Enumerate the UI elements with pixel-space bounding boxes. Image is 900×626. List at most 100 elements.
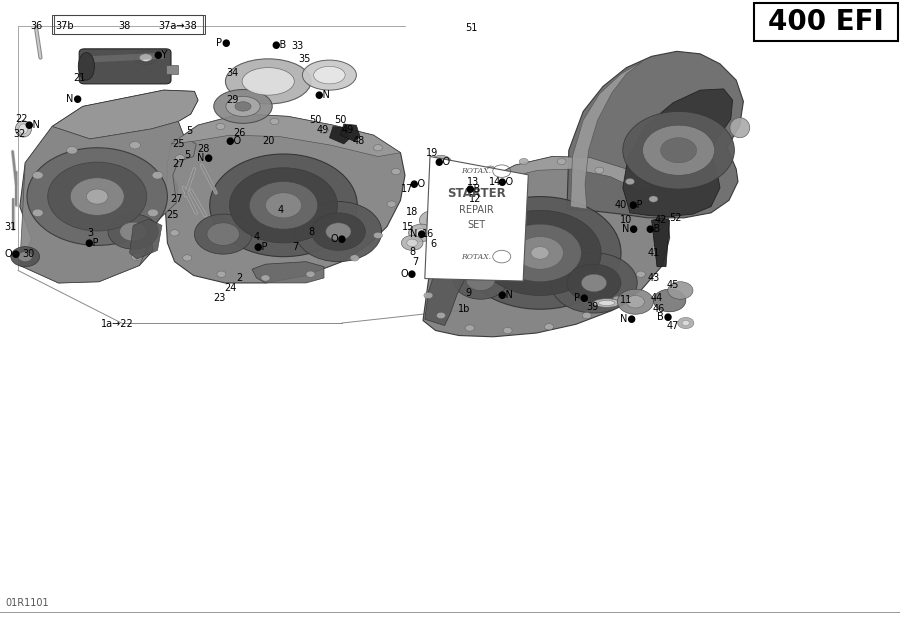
- Text: 36: 36: [30, 21, 42, 31]
- Circle shape: [18, 252, 32, 262]
- Text: ●B: ●B: [272, 40, 286, 50]
- Circle shape: [266, 193, 302, 218]
- Text: 31: 31: [4, 222, 17, 232]
- Text: 30: 30: [22, 249, 35, 259]
- Circle shape: [152, 172, 163, 179]
- Text: REPAIR: REPAIR: [459, 205, 494, 215]
- Polygon shape: [425, 156, 528, 281]
- Circle shape: [67, 146, 77, 154]
- Polygon shape: [571, 61, 643, 209]
- Circle shape: [643, 125, 715, 175]
- Text: ●O: ●O: [226, 136, 242, 146]
- Bar: [54, 15, 202, 34]
- Ellipse shape: [15, 121, 32, 137]
- Text: 4: 4: [278, 205, 284, 215]
- Ellipse shape: [140, 54, 152, 61]
- Text: 25: 25: [172, 139, 184, 149]
- Text: 44: 44: [651, 293, 663, 303]
- Bar: [52, 15, 205, 34]
- Text: N●: N●: [622, 224, 638, 234]
- Text: ●P: ●P: [628, 200, 643, 210]
- Text: 52: 52: [669, 213, 681, 223]
- Text: ●N: ●N: [498, 290, 514, 300]
- Circle shape: [176, 155, 184, 161]
- Text: ●O: ●O: [498, 177, 514, 187]
- Circle shape: [430, 155, 452, 170]
- Text: 32: 32: [14, 129, 26, 139]
- Circle shape: [623, 111, 734, 189]
- Circle shape: [207, 223, 239, 245]
- Circle shape: [387, 201, 396, 207]
- Text: 7: 7: [292, 242, 298, 252]
- Text: 14: 14: [489, 177, 501, 187]
- Circle shape: [678, 317, 694, 329]
- Circle shape: [626, 295, 644, 308]
- Text: 38: 38: [118, 21, 130, 31]
- Circle shape: [170, 230, 179, 236]
- Circle shape: [217, 271, 226, 277]
- Text: 35: 35: [298, 54, 310, 64]
- Text: 13: 13: [467, 177, 480, 187]
- Circle shape: [465, 325, 474, 331]
- Circle shape: [557, 158, 566, 165]
- Ellipse shape: [226, 96, 260, 116]
- Circle shape: [326, 223, 351, 240]
- Text: N●: N●: [197, 153, 213, 163]
- Text: P●: P●: [574, 293, 589, 303]
- Text: 23: 23: [213, 293, 226, 303]
- Ellipse shape: [730, 118, 750, 138]
- Circle shape: [270, 118, 279, 125]
- Circle shape: [436, 312, 446, 319]
- Polygon shape: [623, 89, 733, 217]
- Circle shape: [424, 292, 433, 299]
- Circle shape: [311, 213, 365, 250]
- Circle shape: [11, 247, 40, 267]
- Text: 50: 50: [309, 115, 321, 125]
- Circle shape: [419, 210, 448, 230]
- FancyBboxPatch shape: [79, 49, 171, 84]
- Polygon shape: [86, 53, 164, 63]
- Circle shape: [438, 223, 447, 230]
- Circle shape: [486, 166, 495, 172]
- Circle shape: [374, 145, 382, 151]
- Text: P●: P●: [216, 38, 230, 48]
- Ellipse shape: [593, 299, 620, 307]
- Circle shape: [86, 189, 108, 204]
- Text: 9: 9: [465, 288, 471, 298]
- Circle shape: [32, 209, 43, 217]
- Text: ROTAX.: ROTAX.: [462, 253, 491, 260]
- Polygon shape: [20, 90, 198, 283]
- Text: 37a→38: 37a→38: [158, 21, 197, 31]
- Text: 45: 45: [667, 280, 680, 290]
- Text: 34: 34: [226, 68, 239, 78]
- Polygon shape: [340, 124, 360, 141]
- Circle shape: [636, 271, 645, 277]
- Text: 16: 16: [422, 229, 435, 239]
- Text: 1a→22: 1a→22: [101, 319, 133, 329]
- Circle shape: [519, 158, 528, 165]
- Text: ●B: ●B: [466, 184, 481, 194]
- Circle shape: [183, 255, 192, 261]
- Circle shape: [108, 214, 158, 249]
- Polygon shape: [477, 156, 653, 190]
- Ellipse shape: [313, 66, 345, 84]
- Polygon shape: [425, 219, 488, 326]
- Circle shape: [544, 324, 554, 330]
- Text: 4: 4: [254, 232, 259, 242]
- Circle shape: [661, 138, 697, 163]
- Circle shape: [499, 224, 581, 282]
- Circle shape: [653, 289, 686, 312]
- Text: 47: 47: [667, 321, 680, 331]
- Text: O●: O●: [330, 234, 346, 244]
- Text: 37b: 37b: [56, 21, 74, 31]
- Ellipse shape: [302, 60, 356, 90]
- Circle shape: [581, 274, 607, 292]
- Ellipse shape: [19, 124, 28, 134]
- Circle shape: [459, 197, 621, 309]
- Polygon shape: [130, 219, 162, 259]
- Text: 15: 15: [402, 222, 415, 232]
- Circle shape: [595, 167, 604, 173]
- Ellipse shape: [235, 102, 251, 111]
- Circle shape: [682, 321, 689, 326]
- Circle shape: [439, 202, 457, 214]
